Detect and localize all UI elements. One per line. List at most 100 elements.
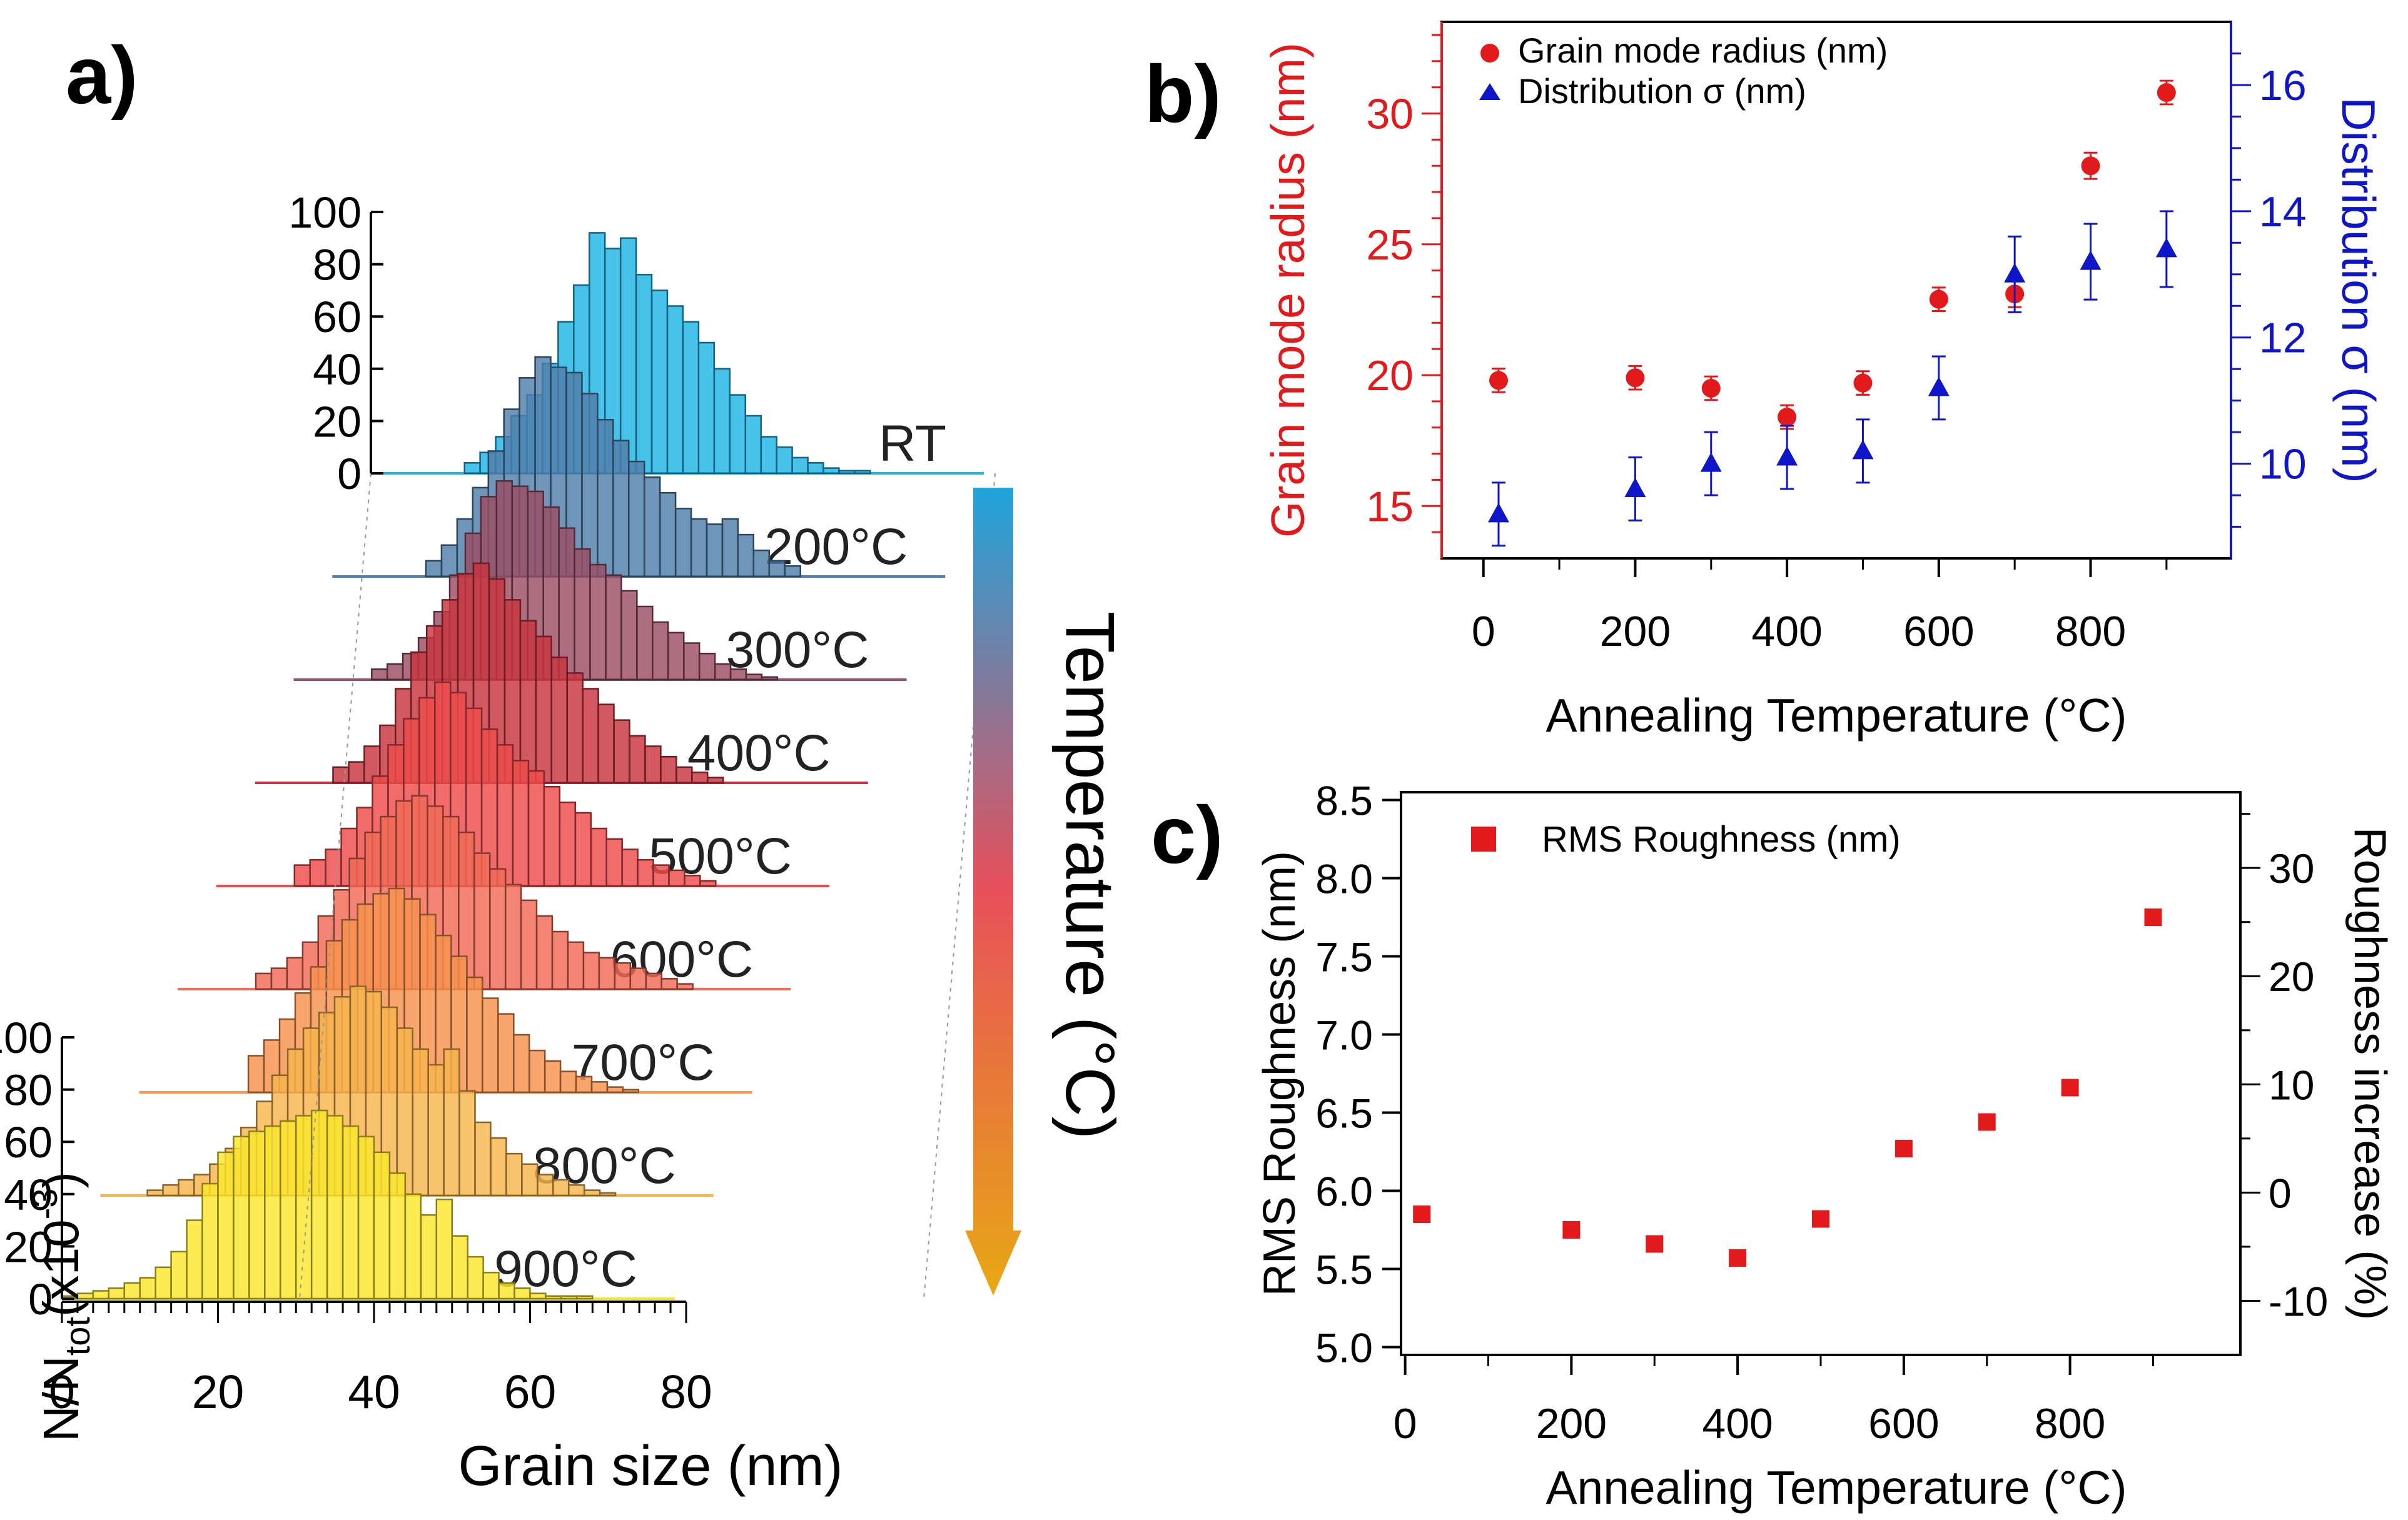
legend-rms-label: RMS Roughness (nm) xyxy=(1542,819,1901,860)
y-tick-label-bottom-3: 60 xyxy=(4,1118,53,1167)
x-tick-label-0: 0 xyxy=(49,1366,75,1418)
bar-7-24 xyxy=(521,1163,539,1197)
bar-5-20 xyxy=(567,941,585,990)
bar-3-0 xyxy=(332,766,350,784)
bar-8-29 xyxy=(513,1287,531,1300)
c-point-8 xyxy=(2144,908,2162,926)
bar-4-23 xyxy=(652,864,670,887)
b-yr-tick-label-2: 14 xyxy=(2259,188,2307,236)
y-tick-label-top-3: 60 xyxy=(313,293,362,341)
bar-7-18 xyxy=(427,1064,445,1197)
y-title-main: N/N xyxy=(33,1356,89,1442)
b-x-tick-label-4: 800 xyxy=(2055,608,2126,655)
panel-c-right-axis-title: Roughness increase (%) xyxy=(2345,827,2395,1320)
bar-6-22 xyxy=(590,1081,609,1094)
bar-8-24 xyxy=(435,1198,453,1300)
bar-3-21 xyxy=(660,755,677,784)
bar-1-22 xyxy=(768,560,786,578)
bar-8-15 xyxy=(295,1115,313,1300)
b-yl-tick-label-0: 15 xyxy=(1366,483,1414,530)
bar-0-10 xyxy=(619,237,637,475)
c-x-tick-label-2: 400 xyxy=(1702,1400,1773,1447)
series-label-3: 400°C xyxy=(687,725,831,782)
bar-2-19 xyxy=(667,632,685,681)
b-red-point-8 xyxy=(2157,83,2176,103)
b-yr-tick-label-0: 10 xyxy=(2259,441,2307,488)
bar-1-16 xyxy=(674,508,692,578)
bar-8-27 xyxy=(482,1271,500,1300)
bar-4-2 xyxy=(325,848,342,887)
bar-2-16 xyxy=(620,590,638,681)
panel-c-frame xyxy=(1400,791,2242,1356)
bar-5-14 xyxy=(473,852,491,990)
bar-8-25 xyxy=(451,1235,468,1300)
panel-a-axes: 020406080100020406080100020406080 xyxy=(0,188,712,1418)
panel-b-grain-radius-plot: 0 200 400 600 800 15 20 25 30 10 12 14 16 Grain mode… xyxy=(1262,21,2385,742)
y-title-sub: tot xyxy=(58,1317,97,1356)
bar-3-22 xyxy=(675,766,693,784)
b-red-point-2 xyxy=(1701,378,1721,398)
bar-8-3 xyxy=(108,1287,125,1300)
panel-b-left-axis-title: Grain mode radius (nm) xyxy=(1262,43,1314,538)
b-blue-point-3 xyxy=(1776,446,1798,466)
bar-4-17 xyxy=(559,801,577,887)
bar-6-0 xyxy=(247,1055,265,1094)
bar-8-30 xyxy=(529,1292,547,1300)
bar-3-17 xyxy=(597,703,615,784)
bar-0-24 xyxy=(838,470,856,475)
c-point-4 xyxy=(1812,1210,1829,1228)
bar-7-25 xyxy=(537,1174,554,1197)
panel-b-ticks: 0 200 400 600 800 15 20 25 30 10 12 14 16 xyxy=(1366,34,2307,655)
c-x-tick-label-3: 600 xyxy=(1868,1400,1939,1447)
bar-0-19 xyxy=(760,436,777,475)
panel-c-data-points xyxy=(1413,908,2162,1267)
bar-3-20 xyxy=(644,745,662,784)
panel-a-y-axis-title: N/Ntot(x10-3) xyxy=(25,1172,97,1442)
bar-8-12 xyxy=(248,1130,266,1300)
bar-6-14 xyxy=(466,976,483,1094)
bar-7-19 xyxy=(443,1048,460,1197)
bar-1-13 xyxy=(628,460,645,578)
bar-3-1 xyxy=(348,761,365,784)
y-tick-label-top-5: 100 xyxy=(288,188,362,237)
histogram-stack: RT200°C300°C400°C500°C600°C700°C800°C900… xyxy=(61,232,996,1300)
b-yl-tick-label-2: 25 xyxy=(1366,221,1414,269)
bar-5-21 xyxy=(582,952,600,990)
bar-2-20 xyxy=(683,642,701,681)
bar-8-22 xyxy=(404,1193,422,1300)
panel-label-a: a) xyxy=(66,29,138,121)
bar-4-21 xyxy=(621,848,639,887)
bar-8-10 xyxy=(217,1151,235,1300)
b-blue-point-7 xyxy=(2080,250,2102,270)
bar-6-15 xyxy=(482,997,499,1094)
y-tick-label-top-2: 40 xyxy=(313,345,362,394)
bar-8-33 xyxy=(576,1295,594,1300)
y-tick-label-bottom-4: 80 xyxy=(4,1066,53,1115)
bar-5-27 xyxy=(676,983,694,990)
bar-8-9 xyxy=(201,1182,219,1300)
bar-0-20 xyxy=(776,446,793,475)
bar-7-16 xyxy=(396,1027,413,1197)
c-x-tick-label-0: 0 xyxy=(1394,1400,1417,1447)
y-tick-label-bottom-5: 100 xyxy=(0,1014,53,1062)
bar-3-16 xyxy=(582,688,599,784)
bar-8-5 xyxy=(139,1277,156,1300)
c-point-7 xyxy=(2061,1079,2079,1097)
bar-2-22 xyxy=(714,663,732,681)
bar-2-18 xyxy=(652,621,669,681)
bar-1-18 xyxy=(706,523,724,578)
x-tick-label-3: 60 xyxy=(504,1366,556,1418)
bar-5-22 xyxy=(598,957,616,990)
bar-8-19 xyxy=(357,1135,375,1300)
bar-0-14 xyxy=(682,321,700,475)
bar-1-1 xyxy=(440,544,458,578)
panel-c-x-axis-title: Annealing Temperature (°C) xyxy=(1545,1461,2127,1514)
bar-6-18 xyxy=(529,1049,546,1094)
temperature-arrow xyxy=(965,488,1021,1296)
bar-6-17 xyxy=(513,1034,530,1094)
bar-4-20 xyxy=(605,838,623,887)
c-x-tick-label-4: 800 xyxy=(2035,1400,2105,1447)
bar-4-14 xyxy=(512,760,530,887)
legend-rms-marker xyxy=(1471,827,1496,852)
